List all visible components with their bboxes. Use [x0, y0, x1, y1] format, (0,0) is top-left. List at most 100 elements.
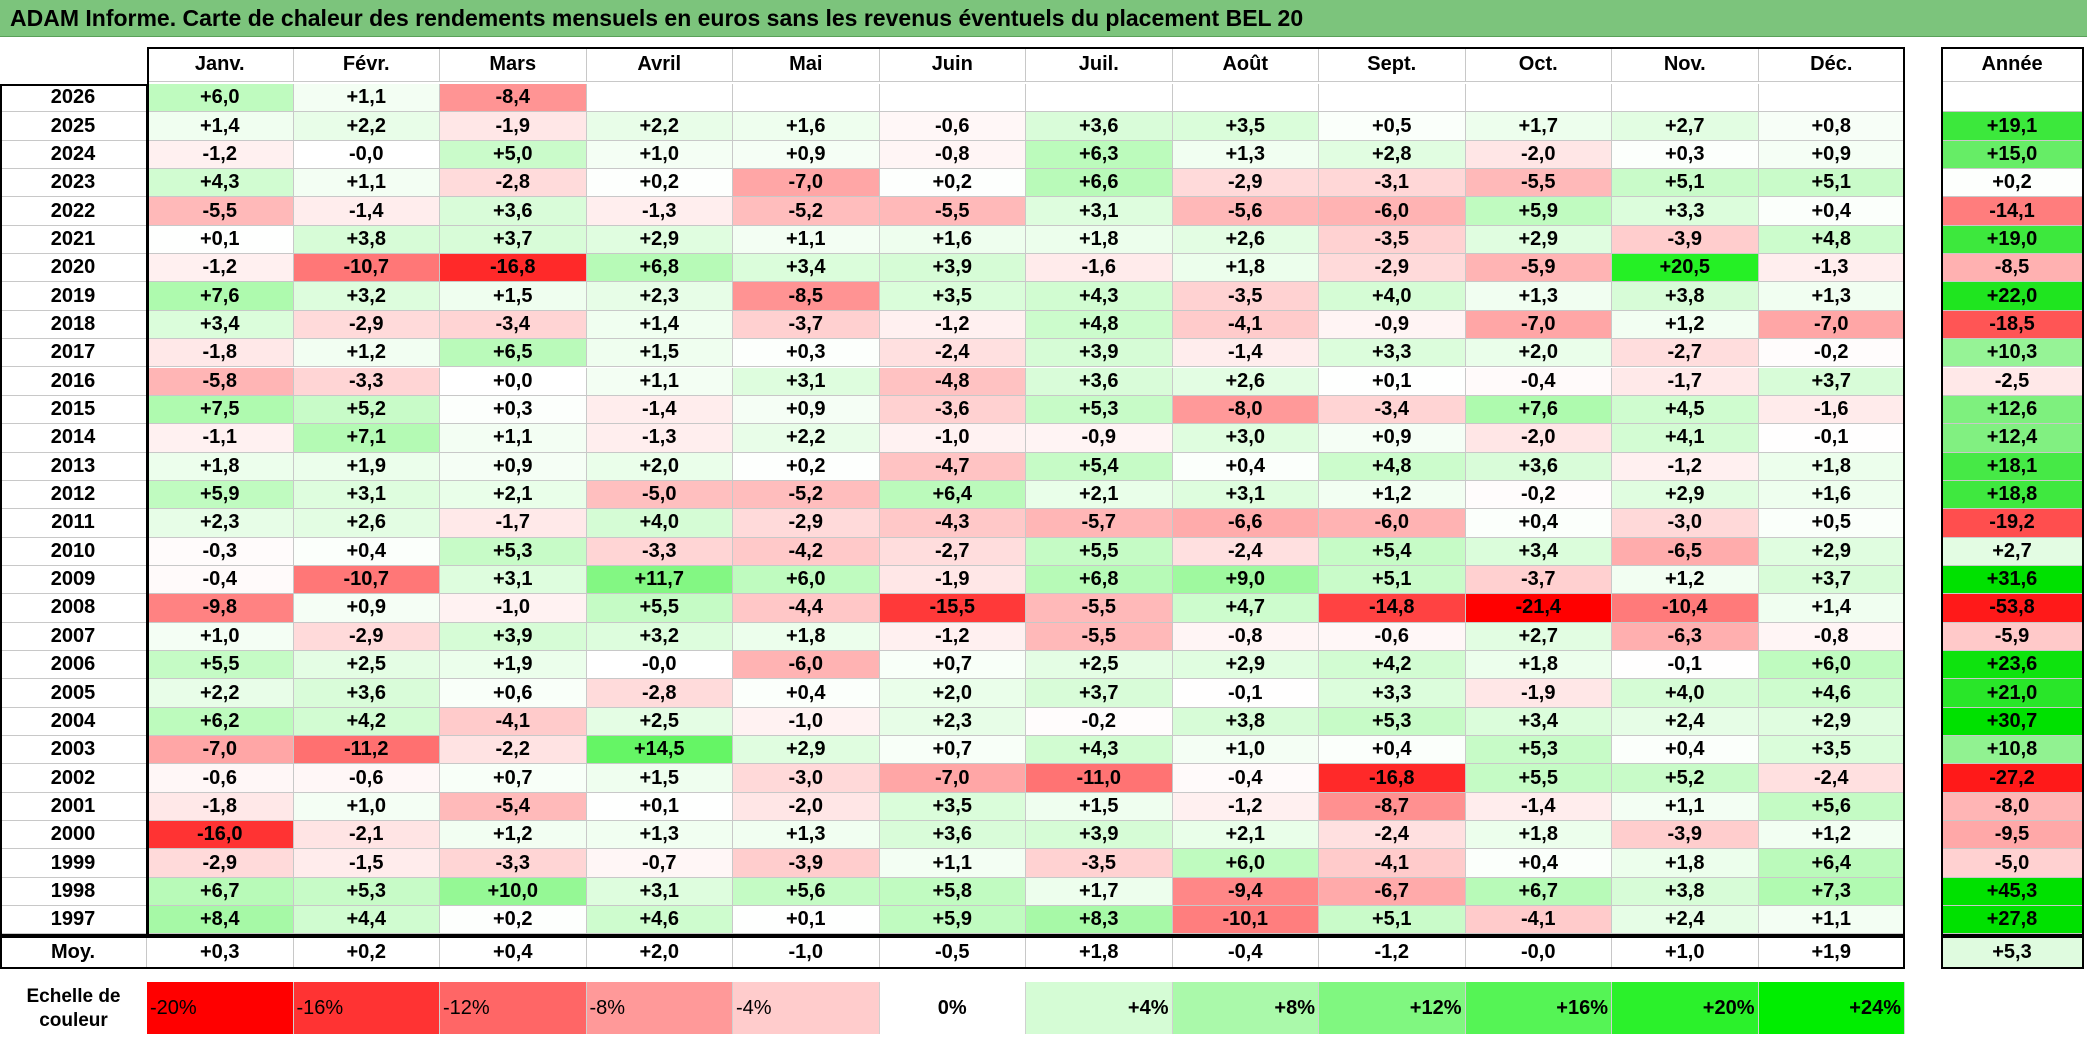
- heatmap-cell: +3,8: [293, 225, 440, 255]
- heatmap-cell: +1,8: [1758, 452, 1905, 481]
- heatmap-cell: +0,0: [440, 367, 587, 396]
- column-header: Sept.: [1319, 47, 1466, 82]
- year-label: 1998: [0, 877, 147, 907]
- heatmap-cell: +2,9: [1465, 225, 1612, 255]
- heatmap-cell: -2,8: [440, 169, 587, 198]
- year-label: 2001: [0, 792, 147, 822]
- heatmap-cell: -0,0: [586, 651, 733, 680]
- color-scale-stop: +12%: [1319, 982, 1466, 1034]
- heatmap-cell: +1,2: [1319, 480, 1466, 510]
- heatmap-cell: +0,4: [733, 679, 880, 708]
- heatmap-cell: -0,8: [879, 140, 1026, 170]
- heatmap-cell: +2,7: [1612, 112, 1759, 141]
- heatmap-cell: +3,1: [440, 565, 587, 595]
- heatmap-cell: -1,7: [1612, 367, 1759, 396]
- year-label: 2020: [0, 254, 147, 283]
- year-label: 2004: [0, 707, 147, 737]
- year-label: 2021: [0, 225, 147, 255]
- annual-cell: +45,3: [1941, 877, 2084, 907]
- heatmap-cell: +2,1: [1172, 821, 1319, 850]
- heatmap-cell: +1,4: [147, 112, 294, 141]
- heatmap-cell: +1,0: [293, 792, 440, 822]
- annual-cell: +15,0: [1941, 140, 2084, 170]
- heatmap-cell: -2,9: [293, 622, 440, 651]
- heatmap-cell: -0,6: [879, 112, 1026, 141]
- year-label: 2007: [0, 622, 147, 651]
- heatmap-cell: +2,2: [586, 112, 733, 141]
- heatmap-cell: +3,6: [879, 821, 1026, 850]
- annual-cell: -8,0: [1941, 792, 2084, 822]
- heatmap-cell: +2,6: [1172, 225, 1319, 255]
- heatmap-cell: +1,5: [586, 339, 733, 368]
- heatmap-cell: -0,3: [147, 537, 294, 566]
- heatmap-cell: +1,7: [1026, 877, 1173, 907]
- heatmap-cell: +8,3: [1026, 906, 1173, 935]
- heatmap-cell: -6,6: [1172, 509, 1319, 538]
- heatmap-cell: [879, 84, 1026, 113]
- heatmap-cell: +3,9: [1026, 339, 1173, 368]
- heatmap-cell: -0,0: [293, 140, 440, 170]
- heatmap-cell: +3,6: [293, 679, 440, 708]
- heatmap-cell: -1,9: [1465, 679, 1612, 708]
- annual-cell: -5,9: [1941, 622, 2084, 651]
- heatmap-cell: +1,2: [440, 821, 587, 850]
- heatmap-cell: +9,0: [1172, 565, 1319, 595]
- heatmap-cell: -6,0: [733, 651, 880, 680]
- heatmap-cell: +0,4: [1465, 509, 1612, 538]
- heatmap-cell: +5,0: [440, 140, 587, 170]
- heatmap-cell: +2,6: [293, 509, 440, 538]
- heatmap-cell: -10,7: [293, 254, 440, 283]
- heatmap-cell: -11,0: [1026, 764, 1173, 793]
- year-label: 2011: [0, 509, 147, 538]
- heatmap-cell: -4,4: [733, 594, 880, 623]
- heatmap-cell: +5,5: [1465, 764, 1612, 793]
- heatmap-cell: +3,8: [1172, 707, 1319, 737]
- heatmap-cell: -2,4: [879, 339, 1026, 368]
- color-scale-label: Echelle de couleur: [26, 986, 121, 1031]
- heatmap-cell: -2,9: [293, 310, 440, 340]
- heatmap-cell: -3,4: [1319, 395, 1466, 425]
- heatmap-cell: +3,6: [1026, 367, 1173, 396]
- column-header: Févr.: [293, 47, 440, 82]
- heatmap-cell: -3,9: [1612, 225, 1759, 255]
- heatmap-cell: -5,6: [1172, 197, 1319, 226]
- heatmap-cell: +6,7: [147, 877, 294, 907]
- annual-cell: -27,2: [1941, 764, 2084, 793]
- heatmap-cell: +0,9: [733, 140, 880, 170]
- heatmap-cell: +5,3: [1319, 707, 1466, 737]
- heatmap-cell: +1,5: [1026, 792, 1173, 822]
- heatmap-cell: +3,9: [1026, 821, 1173, 850]
- heatmap-cell: +0,1: [733, 906, 880, 935]
- heatmap-cell: +0,5: [1319, 112, 1466, 141]
- heatmap-cell: -2,4: [1758, 764, 1905, 793]
- heatmap-cell: [1026, 84, 1173, 113]
- heatmap-cell: -10,7: [293, 565, 440, 595]
- heatmap-cell: [1758, 84, 1905, 113]
- annual-cell: -9,5: [1941, 821, 2084, 850]
- heatmap-cell: -4,1: [440, 707, 587, 737]
- heatmap-cell: +3,6: [1465, 452, 1612, 481]
- heatmap-cell: +1,3: [586, 821, 733, 850]
- heatmap-cell: +1,1: [586, 367, 733, 396]
- heatmap-cell: +1,7: [1465, 112, 1612, 141]
- year-label: 1999: [0, 849, 147, 878]
- heatmap-cell: +1,1: [1612, 792, 1759, 822]
- heatmap-cell: +1,8: [1465, 651, 1612, 680]
- column-header: Nov.: [1612, 47, 1759, 82]
- heatmap-cell: +1,6: [1758, 480, 1905, 510]
- year-label: 2013: [0, 452, 147, 481]
- heatmap-cell: +4,2: [293, 707, 440, 737]
- average-cell: -0,4: [1172, 936, 1319, 969]
- heatmap-cell: +1,4: [1758, 594, 1905, 623]
- heatmap-cell: -3,0: [1612, 509, 1759, 538]
- heatmap-cell: +1,1: [1758, 906, 1905, 935]
- heatmap-cell: +7,3: [1758, 877, 1905, 907]
- color-scale-stop: +16%: [1465, 982, 1612, 1034]
- heatmap-cell: +2,3: [586, 282, 733, 311]
- heatmap-cell: +1,5: [440, 282, 587, 311]
- heatmap-cell: -1,0: [733, 707, 880, 737]
- heatmap-cell: -11,2: [293, 736, 440, 765]
- color-scale-stop: +24%: [1758, 982, 1905, 1034]
- heatmap-cell: +2,7: [1465, 622, 1612, 651]
- year-label: 2006: [0, 651, 147, 680]
